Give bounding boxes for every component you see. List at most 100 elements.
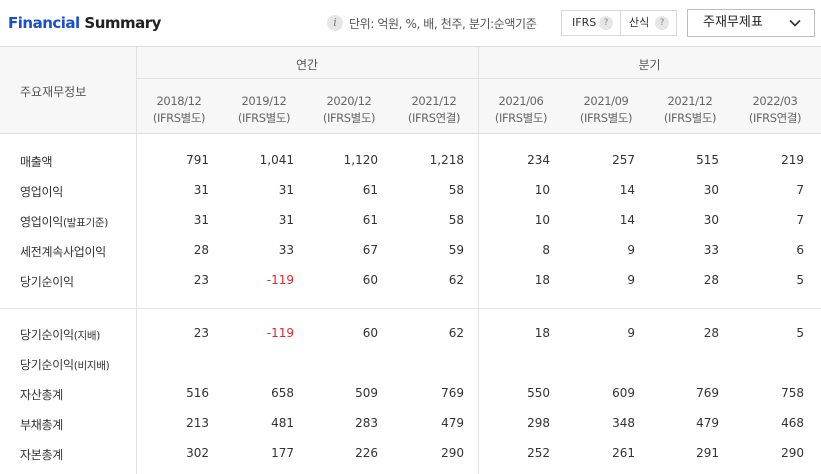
group-label-quarterly: 분기: [638, 58, 661, 72]
table-cell: 9: [627, 243, 635, 257]
table-cell: 515: [696, 153, 719, 167]
column-header-period: 2021/12 (IFRS연결): [392, 93, 476, 127]
table-cell: 31: [193, 183, 209, 197]
table-cell: 58: [448, 213, 464, 227]
table-cell: 9: [627, 273, 635, 287]
row-label: 당기순이익: [20, 273, 74, 290]
table-cell: 67: [362, 243, 378, 257]
column-header-period: 2018/12 (IFRS별도): [137, 93, 221, 127]
section-divider: [0, 308, 821, 309]
column-header-period: 2020/12 (IFRS별도): [307, 93, 391, 127]
group-divider: [136, 78, 821, 79]
table-cell: 60: [362, 326, 378, 340]
table-cell: 31: [278, 213, 294, 227]
table-cell: 481: [271, 416, 294, 430]
formula-toggle-button[interactable]: 산식 ?: [621, 11, 677, 35]
row-header-label: 주요재무정보: [20, 85, 87, 99]
row-label-text: 세전계속사업이익: [20, 245, 106, 259]
table-cell: 479: [696, 416, 719, 430]
row-label-qualifier: (비지배): [73, 360, 110, 372]
period-date: 2021/09: [583, 94, 629, 108]
table-cell: 30: [703, 213, 719, 227]
period-date: 2018/12: [156, 94, 202, 108]
table-cell: 791: [186, 153, 209, 167]
table-cell: 348: [612, 416, 635, 430]
table-cell: 550: [527, 386, 550, 400]
table-cell: 33: [703, 243, 719, 257]
row-label: 영업이익(발표기준): [20, 213, 108, 230]
column-header-period: 2022/03 (IFRS연결): [733, 93, 817, 127]
row-label-text: 영업이익: [20, 185, 63, 199]
dropdown-selected-value: 주재무제표: [703, 15, 763, 30]
row-label: 부채총계: [20, 416, 63, 433]
table-cell: 30: [703, 183, 719, 197]
row-label-text: 영업이익: [20, 215, 63, 229]
table-cell: 257: [612, 153, 635, 167]
table-cell: 290: [441, 446, 464, 460]
table-cell: 31: [193, 213, 209, 227]
ifrs-help-icon[interactable]: ?: [599, 16, 613, 30]
table-cell: 758: [781, 386, 804, 400]
title-financial: Financial: [8, 14, 80, 32]
table-cell: 9: [627, 326, 635, 340]
period-date: 2021/12: [667, 94, 713, 108]
basis-toggle: IFRS ? 산식 ?: [561, 10, 677, 36]
period-date: 2021/06: [498, 94, 544, 108]
table-cell: 1,120: [343, 153, 378, 167]
statement-type-dropdown[interactable]: 주재무제표: [687, 9, 815, 37]
financial-summary-header: Financial Summary i 단위: 억원, %, 배, 천주, 분기…: [0, 0, 821, 46]
table-cell: 5: [796, 273, 804, 287]
table-cell: 5: [796, 326, 804, 340]
period-date: 2020/12: [326, 94, 372, 108]
table-cell: 291: [696, 446, 719, 460]
table-cell: 283: [355, 416, 378, 430]
table-cell: 14: [619, 183, 635, 197]
unit-note: 단위: 억원, %, 배, 천주, 분기:순액기준: [349, 17, 537, 31]
ifrs-toggle-button[interactable]: IFRS ?: [562, 11, 620, 35]
period-basis: (IFRS별도): [579, 111, 633, 125]
table-cell: -119: [266, 326, 294, 340]
table-cell: 609: [612, 386, 635, 400]
table-cell: 234: [527, 153, 550, 167]
table-cell: 1,218: [429, 153, 464, 167]
table-header: 주요재무정보 연간 분기 2018/12 (IFRS별도) 2019/12 (IFRS…: [0, 46, 821, 134]
group-label-annual: 연간: [295, 58, 319, 72]
section-title: Financial Summary: [8, 14, 161, 32]
table-cell: 14: [619, 213, 635, 227]
table-cell: 60: [362, 273, 378, 287]
ifrs-label: IFRS: [572, 16, 597, 29]
table-cell: 261: [612, 446, 635, 460]
table-cell: 23: [193, 273, 209, 287]
table-cell: 6: [796, 243, 804, 257]
table-cell: 28: [703, 326, 719, 340]
row-label: 영업이익: [20, 183, 63, 200]
row-label-text: 매출액: [20, 155, 53, 169]
table-cell: 7: [796, 183, 804, 197]
row-label: 자본총계: [20, 446, 63, 463]
table-cell: 61: [362, 183, 378, 197]
column-header-period: 2021/09 (IFRS별도): [564, 93, 648, 127]
table-cell: 479: [441, 416, 464, 430]
table-cell: 8: [542, 243, 550, 257]
period-basis: (IFRS별도): [322, 111, 376, 125]
table-cell: 28: [703, 273, 719, 287]
row-label: 세전계속사업이익: [20, 243, 106, 260]
table-cell: 177: [271, 446, 294, 460]
info-icon[interactable]: i: [327, 15, 343, 31]
formula-help-icon[interactable]: ?: [655, 16, 669, 30]
row-label-text: 자산총계: [20, 388, 63, 402]
table-cell: 10: [534, 183, 550, 197]
table-cell: 516: [186, 386, 209, 400]
period-date: 2019/12: [241, 94, 287, 108]
row-label-qualifier: (발표기준): [62, 217, 109, 229]
table-cell: 61: [362, 213, 378, 227]
table-cell: 18: [534, 273, 550, 287]
row-label-text: 당기순이익: [20, 328, 74, 342]
row-label-text: 자본총계: [20, 448, 63, 462]
column-header-period: 2021/12 (IFRS별도): [648, 93, 732, 127]
column-header-period: 2021/06 (IFRS별도): [479, 93, 563, 127]
table-cell: 23: [193, 326, 209, 340]
formula-label: 산식: [629, 16, 650, 29]
table-cell: 31: [278, 183, 294, 197]
table-cell: 226: [355, 446, 378, 460]
